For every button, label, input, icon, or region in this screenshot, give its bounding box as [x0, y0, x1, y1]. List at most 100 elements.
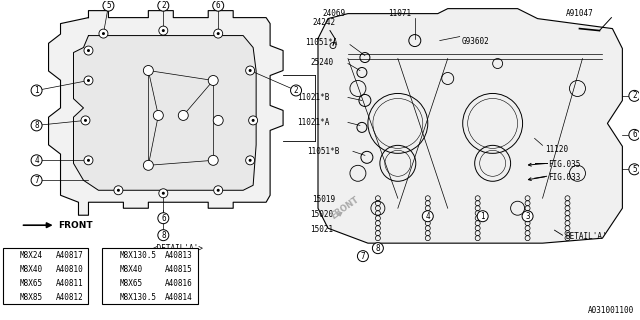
Circle shape: [252, 119, 255, 122]
Text: 2: 2: [161, 1, 166, 10]
Circle shape: [291, 85, 301, 96]
Circle shape: [114, 186, 123, 195]
Text: 5: 5: [632, 165, 637, 174]
Text: 6: 6: [216, 1, 221, 10]
Text: <DETAIL'A'>: <DETAIL'A'>: [153, 244, 204, 253]
Circle shape: [629, 164, 640, 175]
Text: 24069: 24069: [322, 9, 345, 18]
Text: DETAIL'A': DETAIL'A': [566, 232, 607, 241]
Circle shape: [246, 156, 255, 165]
Text: 8: 8: [108, 294, 111, 300]
Circle shape: [4, 250, 15, 260]
Text: 8: 8: [161, 231, 166, 240]
Text: 2: 2: [632, 91, 637, 100]
Circle shape: [629, 129, 640, 140]
Circle shape: [31, 120, 42, 131]
Text: 25240: 25240: [310, 58, 333, 67]
Text: 11021*B: 11021*B: [297, 93, 330, 102]
Bar: [3, 248, 88, 304]
Circle shape: [217, 32, 220, 35]
Text: M8X40: M8X40: [120, 265, 143, 274]
Text: 11021*A: 11021*A: [297, 118, 330, 127]
Text: 6: 6: [161, 214, 166, 223]
Circle shape: [102, 32, 105, 35]
Circle shape: [159, 26, 168, 35]
Text: M8X85: M8X85: [20, 292, 43, 301]
Polygon shape: [318, 9, 622, 243]
Text: 2: 2: [294, 86, 298, 95]
Text: A031001100: A031001100: [588, 306, 634, 315]
Text: M8X130.5: M8X130.5: [120, 292, 156, 301]
Circle shape: [31, 155, 42, 166]
Text: 7: 7: [360, 252, 365, 260]
Circle shape: [87, 49, 90, 52]
Text: 6: 6: [108, 266, 111, 272]
Polygon shape: [49, 11, 283, 215]
Circle shape: [422, 211, 433, 222]
Text: 3: 3: [8, 280, 12, 286]
Circle shape: [4, 264, 15, 274]
Text: A91047: A91047: [566, 9, 593, 18]
Circle shape: [158, 0, 169, 11]
Text: 11120: 11120: [545, 145, 569, 154]
Circle shape: [158, 213, 169, 224]
Text: 11071: 11071: [388, 9, 411, 18]
Circle shape: [214, 29, 223, 38]
Circle shape: [154, 110, 163, 120]
Circle shape: [214, 186, 223, 195]
Text: 15021: 15021: [310, 225, 333, 234]
Text: 1: 1: [481, 212, 485, 221]
Circle shape: [143, 160, 154, 170]
Circle shape: [99, 29, 108, 38]
Text: A40817: A40817: [56, 251, 83, 260]
Text: M8X40: M8X40: [20, 265, 43, 274]
Circle shape: [249, 116, 258, 125]
Circle shape: [104, 278, 115, 288]
Circle shape: [31, 85, 42, 96]
Circle shape: [159, 189, 168, 198]
Text: A40815: A40815: [165, 265, 193, 274]
Circle shape: [629, 90, 640, 101]
Text: 1: 1: [35, 86, 39, 95]
Circle shape: [249, 159, 252, 162]
Text: 6: 6: [632, 130, 637, 140]
Circle shape: [477, 211, 488, 222]
Text: A40816: A40816: [165, 279, 193, 288]
Text: 3: 3: [525, 212, 530, 221]
Text: A40813: A40813: [165, 251, 193, 260]
Text: FIG.035: FIG.035: [548, 160, 581, 169]
Text: FRONT: FRONT: [329, 196, 360, 221]
Text: A40814: A40814: [165, 292, 193, 301]
Text: A40811: A40811: [56, 279, 83, 288]
Circle shape: [31, 175, 42, 186]
Text: 1: 1: [8, 252, 12, 258]
Text: 5: 5: [108, 252, 111, 258]
Circle shape: [213, 116, 223, 125]
Text: 8: 8: [35, 121, 39, 130]
Bar: [102, 248, 198, 304]
Circle shape: [81, 116, 90, 125]
Circle shape: [84, 46, 93, 55]
Circle shape: [179, 110, 188, 120]
Text: 24242: 24242: [312, 18, 335, 27]
Circle shape: [158, 230, 169, 241]
Text: 4: 4: [426, 212, 430, 221]
Circle shape: [117, 189, 120, 192]
Circle shape: [522, 211, 533, 222]
Circle shape: [217, 189, 220, 192]
Circle shape: [84, 119, 87, 122]
Circle shape: [87, 159, 90, 162]
Text: 7: 7: [35, 176, 39, 185]
Text: M8X24: M8X24: [20, 251, 43, 260]
Text: 5: 5: [106, 1, 111, 10]
Circle shape: [104, 264, 115, 274]
Text: 7: 7: [108, 280, 111, 286]
Text: 15020: 15020: [310, 210, 333, 219]
Text: 2: 2: [8, 266, 12, 272]
Circle shape: [208, 155, 218, 165]
Text: 11051*B: 11051*B: [307, 147, 339, 156]
Circle shape: [162, 192, 165, 195]
Circle shape: [372, 243, 383, 254]
Text: M8X65: M8X65: [20, 279, 43, 288]
Text: 4: 4: [35, 156, 39, 165]
